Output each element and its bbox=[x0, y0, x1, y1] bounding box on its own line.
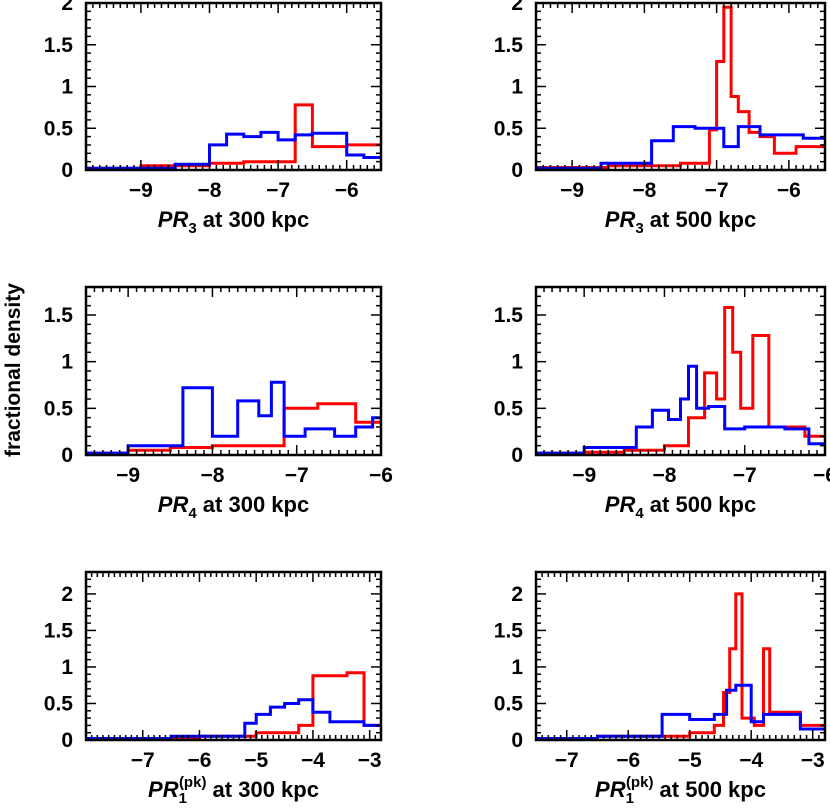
x-tick-label: −7 bbox=[555, 749, 579, 772]
x-tick-label: −7 bbox=[266, 179, 290, 202]
y-tick-label: 0.5 bbox=[44, 692, 74, 715]
x-tick-label: −9 bbox=[129, 179, 153, 202]
y-tick-label: 1 bbox=[511, 656, 523, 679]
y-tick-label: 0.5 bbox=[494, 692, 524, 715]
plot-frame bbox=[534, 570, 827, 742]
x-axis-label: PR4 at 500 kpc bbox=[605, 492, 756, 522]
y-tick-label: 2 bbox=[511, 583, 523, 606]
y-tick-label: 1.5 bbox=[494, 34, 524, 57]
y-tick-label: 2 bbox=[61, 583, 73, 606]
x-tick-label: −8 bbox=[652, 464, 676, 487]
series-red-histogram bbox=[536, 5, 825, 169]
x-tick-label: −4 bbox=[739, 749, 763, 772]
series-blue-histogram bbox=[536, 364, 825, 455]
y-tick-label: 1 bbox=[511, 76, 523, 99]
plot-frame bbox=[534, 285, 827, 457]
series-blue-histogram bbox=[536, 125, 825, 170]
y-tick-label: 2 bbox=[61, 0, 73, 15]
x-tick-label: −3 bbox=[801, 749, 825, 772]
y-tick-label: 1.5 bbox=[44, 34, 74, 57]
y-axis-label: fractional density bbox=[2, 283, 25, 457]
x-tick-label: −6 bbox=[616, 749, 640, 772]
series-blue-histogram bbox=[86, 130, 381, 170]
x-axis-label: PR1(pk) at 500 kpc bbox=[595, 774, 766, 807]
series-blue-histogram bbox=[86, 698, 381, 740]
panel-2: −9 −8 −7 −6 0 0.5 1 1.5 2 PR3 at 500 kpc bbox=[494, 0, 827, 237]
panel-3: −9 −8 −7 −6 0 0.5 1 1.5 PR4 at 300 kpc bbox=[44, 285, 393, 522]
y-tick-label: 0 bbox=[61, 444, 73, 467]
y-tick-label: 0 bbox=[511, 159, 523, 182]
plot-frame bbox=[534, 1, 827, 172]
x-tick-label: −6 bbox=[777, 179, 801, 202]
y-tick-label: 1 bbox=[511, 351, 523, 374]
y-tick-label: 0 bbox=[61, 159, 73, 182]
y-tick-label: 0.5 bbox=[44, 397, 74, 420]
y-tick-label: 1.5 bbox=[44, 304, 74, 327]
x-tick-label: −6 bbox=[335, 179, 359, 202]
y-tick-label: 1 bbox=[61, 351, 73, 374]
plot-frame bbox=[84, 285, 383, 457]
x-tick-label: −8 bbox=[198, 179, 222, 202]
series-blue-histogram bbox=[536, 683, 825, 740]
y-tick-label: 0.5 bbox=[494, 397, 524, 420]
y-tick-label: 0 bbox=[511, 444, 523, 467]
x-tick-label: −7 bbox=[285, 464, 309, 487]
x-tick-label: −8 bbox=[200, 464, 224, 487]
series-red-histogram bbox=[86, 103, 381, 170]
panel-6: −7 −6 −5 −4 −3 0 0.5 1 1.5 2 PR1(pk) at 500 kpc bbox=[494, 570, 827, 807]
y-tick-label: 1.5 bbox=[494, 304, 524, 327]
x-tick-label: −8 bbox=[632, 179, 656, 202]
x-axis-label: PR1(pk) at 300 kpc bbox=[148, 774, 319, 807]
series-blue-histogram bbox=[86, 380, 381, 455]
panel-5: −7 −6 −5 −4 −3 0 0.5 1 1.5 2 PR1(pk) at 300 kpc bbox=[44, 570, 383, 807]
x-tick-label: −5 bbox=[678, 749, 702, 772]
x-tick-label: −6 bbox=[187, 749, 211, 772]
x-axis-label: PR3 at 300 kpc bbox=[158, 207, 309, 237]
x-tick-label: −6 bbox=[369, 464, 393, 487]
x-tick-label: −9 bbox=[572, 464, 596, 487]
x-tick-label: −9 bbox=[116, 464, 140, 487]
x-axis-label: PR4 at 300 kpc bbox=[158, 492, 309, 522]
y-tick-label: 1.5 bbox=[494, 619, 524, 642]
panel-1: −9 −8 −7 −6 0 0.5 1 1.5 2 PR3 at 300 kpc bbox=[44, 0, 383, 237]
x-axis-label: PR3 at 500 kpc bbox=[605, 207, 756, 237]
y-tick-label: 1 bbox=[61, 76, 73, 99]
x-tick-label: −5 bbox=[244, 749, 268, 772]
x-tick-label: −7 bbox=[131, 749, 155, 772]
x-tick-label: −9 bbox=[560, 179, 584, 202]
plot-frame bbox=[84, 1, 383, 172]
y-tick-label: 2 bbox=[511, 0, 523, 15]
y-tick-label: 0 bbox=[511, 729, 523, 752]
y-tick-label: 0.5 bbox=[494, 117, 524, 140]
x-tick-label: −4 bbox=[301, 749, 325, 772]
series-red-histogram bbox=[536, 306, 825, 455]
x-tick-label: −7 bbox=[705, 179, 729, 202]
x-tick-label: −3 bbox=[358, 749, 382, 772]
x-tick-label: −6 bbox=[813, 464, 830, 487]
panel-4: −9 −8 −7 −6 0 0.5 1 1.5 PR4 at 500 kpc bbox=[494, 285, 830, 522]
series-red-histogram bbox=[86, 402, 381, 455]
y-tick-label: 1 bbox=[61, 656, 73, 679]
y-tick-label: 1.5 bbox=[44, 619, 74, 642]
series-red-histogram bbox=[86, 671, 381, 740]
series-red-histogram bbox=[536, 592, 825, 740]
y-tick-label: 0.5 bbox=[44, 117, 74, 140]
x-tick-label: −7 bbox=[733, 464, 757, 487]
y-tick-label: 0 bbox=[61, 729, 73, 752]
plot-frame bbox=[84, 570, 383, 742]
